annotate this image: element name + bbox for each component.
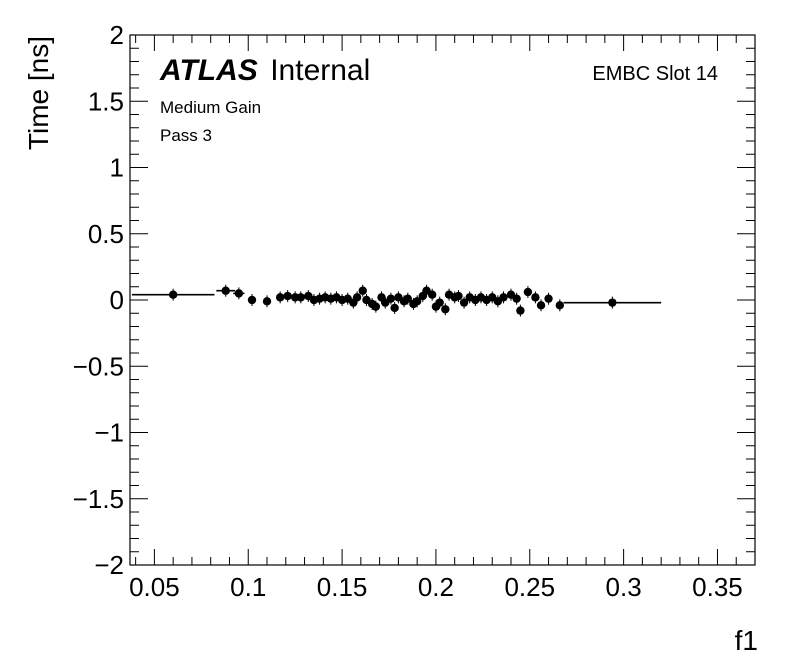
point-marker — [358, 286, 367, 295]
data-point — [262, 295, 272, 308]
point-marker — [536, 301, 546, 310]
axis-ticks — [130, 34, 756, 566]
data-point — [435, 296, 444, 309]
point-marker — [435, 298, 444, 307]
data-point — [555, 299, 565, 312]
gain-annotation: Medium Gain — [160, 98, 261, 117]
data-point — [563, 296, 662, 309]
x-tick-label: 0.3 — [606, 572, 642, 602]
atlas-label-suffix: Internal — [270, 54, 370, 87]
point-marker — [555, 301, 565, 310]
data-point — [216, 284, 236, 297]
x-tick-label: 0.2 — [418, 572, 454, 602]
point-marker — [283, 291, 292, 301]
point-marker — [371, 302, 381, 311]
data-point — [531, 291, 540, 304]
data-point — [233, 287, 245, 300]
x-tick-label: 0.05 — [129, 572, 180, 602]
y-tick-label: −0.5 — [73, 351, 124, 381]
point-marker — [275, 293, 285, 302]
point-marker — [608, 298, 617, 307]
y-tick-label: 1.5 — [88, 86, 124, 116]
point-marker — [352, 293, 362, 302]
y-tick-labels: −2 −1.5 −1 −0.5 0 0.5 1 1.5 2 — [73, 20, 124, 580]
point-marker — [523, 287, 533, 297]
point-marker — [499, 293, 508, 302]
data-point — [403, 292, 412, 305]
data-point — [386, 292, 396, 305]
data-point — [499, 291, 508, 304]
point-marker — [441, 305, 450, 314]
point-marker — [531, 293, 540, 302]
y-tick-label: 2 — [110, 20, 124, 50]
data-point — [390, 301, 399, 314]
data-point — [131, 288, 215, 301]
data-point — [427, 288, 437, 301]
x-tick-label: 0.1 — [230, 572, 266, 602]
point-marker — [234, 289, 244, 298]
y-tick-label: −1 — [94, 418, 124, 448]
point-marker — [247, 295, 257, 305]
x-tick-label: 0.25 — [504, 572, 555, 602]
data-point — [523, 286, 533, 299]
point-marker — [390, 303, 399, 313]
plot-frame — [129, 34, 756, 566]
data-point — [247, 294, 257, 306]
point-marker — [512, 294, 521, 303]
y-tick-label: 0.5 — [88, 219, 124, 249]
point-marker — [459, 298, 469, 307]
data-point — [358, 284, 367, 297]
data-point — [352, 291, 362, 304]
y-tick-label: −2 — [94, 550, 124, 580]
x-tick-labels: 0.05 0.1 0.15 0.2 0.25 0.3 0.35 — [129, 572, 743, 602]
data-point — [516, 304, 525, 317]
data-points — [131, 284, 662, 317]
region-label: EMBC Slot 14 — [592, 63, 718, 85]
point-marker — [454, 291, 463, 301]
x-tick-label: 0.15 — [317, 572, 368, 602]
data-point — [459, 296, 469, 309]
point-marker — [403, 294, 412, 303]
data-point — [512, 292, 521, 305]
x-axis-title: f1 — [735, 625, 758, 656]
y-tick-label: 0 — [110, 285, 124, 315]
point-marker — [262, 297, 272, 306]
point-marker — [221, 286, 230, 295]
point-marker — [427, 290, 437, 299]
point-marker — [386, 294, 396, 303]
data-point — [371, 300, 381, 313]
y-tick-label: 1 — [110, 153, 124, 183]
y-tick-label: −1.5 — [73, 484, 124, 514]
data-point — [536, 299, 546, 312]
point-marker — [516, 306, 525, 315]
data-point — [544, 292, 553, 305]
data-point — [283, 290, 292, 303]
pass-annotation: Pass 3 — [160, 126, 212, 145]
x-tick-label: 0.35 — [692, 572, 743, 602]
point-marker — [412, 297, 422, 306]
point-marker — [168, 290, 178, 299]
atlas-label: ATLAS Internal — [159, 54, 370, 87]
atlas-label-bold: ATLAS — [159, 54, 258, 87]
data-point — [296, 291, 305, 304]
data-point — [412, 295, 422, 308]
data-point — [454, 290, 463, 303]
data-point — [275, 291, 285, 304]
point-marker — [544, 294, 553, 303]
point-marker — [296, 293, 305, 302]
data-point — [441, 303, 450, 316]
y-axis-title: Time [ns] — [23, 36, 54, 150]
